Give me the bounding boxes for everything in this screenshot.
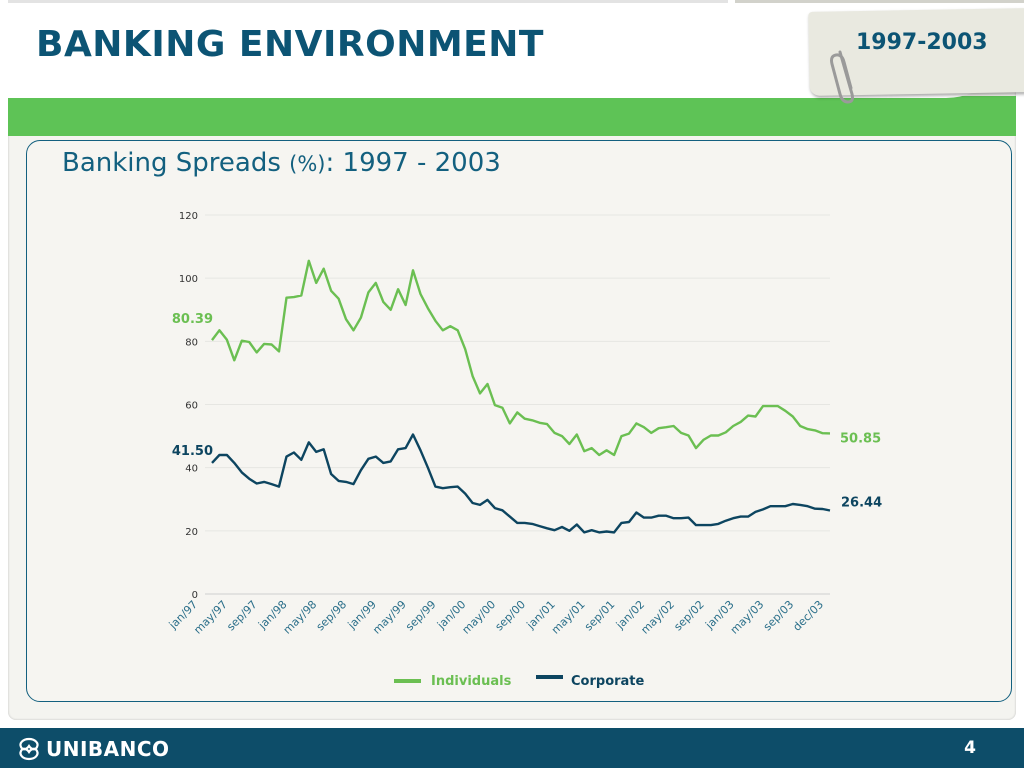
- series-lines: [211, 259, 831, 534]
- logo-text: UNIBANCO: [46, 737, 170, 761]
- x-tick-label: sep/03: [761, 598, 796, 633]
- x-tick-label: sep/99: [403, 598, 438, 633]
- y-tick-label: 100: [179, 274, 198, 285]
- x-tick-label: dec/03: [790, 598, 826, 634]
- unibanco-logo: UNIBANCO: [16, 736, 170, 762]
- x-tick-label: sep/98: [314, 598, 349, 633]
- grid-lines: [205, 214, 830, 595]
- x-tick-label: may/99: [370, 598, 409, 637]
- x-tick-label: sep/01: [582, 598, 617, 633]
- unibanco-logo-icon: [19, 737, 39, 761]
- y-tick-label: 60: [185, 401, 198, 412]
- y-tick-label: 80: [185, 337, 198, 348]
- x-tick-label: may/98: [281, 598, 320, 637]
- x-tick-label: may/03: [728, 598, 767, 637]
- x-tick-label: sep/02: [671, 598, 706, 633]
- year-range-label: 1997-2003: [856, 30, 988, 55]
- corporate-end-label: 26.44: [841, 495, 882, 510]
- x-tick-label: may/01: [549, 598, 588, 637]
- individuals-start-label: 80.39: [172, 312, 213, 327]
- chart-title: Banking Spreads (%): 1997 - 2003: [62, 148, 501, 178]
- x-axis-ticks: jan/97may/97sep/97jan/98may/98sep/98jan/…: [166, 598, 826, 637]
- x-tick-label: may/02: [638, 598, 677, 637]
- page-title: BANKING ENVIRONMENT: [36, 24, 544, 65]
- legend-label-individuals: Individuals: [431, 674, 512, 689]
- chart-panel: [26, 140, 1012, 702]
- individuals-end-label: 50.85: [840, 431, 881, 446]
- y-tick-label: 20: [185, 527, 198, 538]
- series-line-individuals: [211, 259, 831, 457]
- y-tick-label: 0: [192, 590, 198, 601]
- top-strip: [0, 0, 1024, 3]
- footer-bar: [0, 728, 1024, 768]
- chart-title-suffix: : 1997 - 2003: [325, 148, 501, 178]
- legend: Individuals Corporate: [394, 674, 645, 689]
- x-tick-label: may/00: [460, 598, 499, 637]
- corporate-start-label: 41.50: [172, 444, 213, 459]
- y-axis-ticks: 0 20 40 60 80 100 120: [179, 211, 198, 601]
- x-tick-label: sep/97: [224, 598, 259, 633]
- legend-label-corporate: Corporate: [571, 674, 645, 689]
- legend-swatch-corporate: [536, 675, 563, 679]
- y-tick-label: 120: [179, 211, 198, 222]
- paperclip-icon: [830, 50, 854, 104]
- x-tick-label: sep/00: [493, 598, 528, 633]
- chart-title-unit: (%): [289, 152, 326, 176]
- legend-swatch-individuals: [394, 679, 421, 683]
- page-number: 4: [964, 738, 976, 758]
- x-tick-label: may/97: [191, 598, 230, 637]
- data-labels: 80.39 50.85 41.50 26.44: [172, 312, 882, 510]
- chart-title-text: Banking Spreads: [62, 148, 281, 178]
- series-line-corporate: [211, 433, 831, 534]
- y-tick-label: 40: [185, 464, 198, 475]
